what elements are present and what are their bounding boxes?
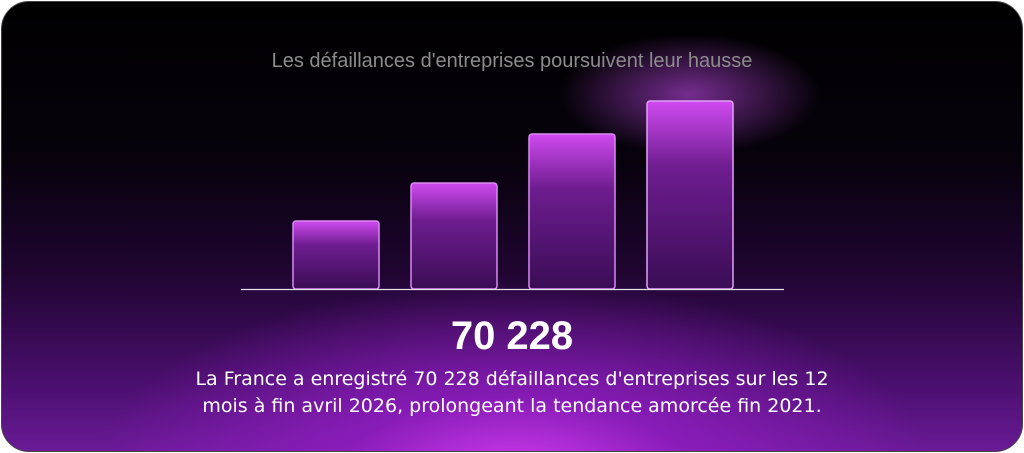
bar: [528, 133, 616, 290]
headline-number: 70 228: [450, 314, 574, 358]
bar: [646, 100, 734, 290]
bar: [410, 182, 498, 290]
description: La France a enregistré 70 228 défaillanc…: [195, 368, 829, 417]
bar: [292, 220, 380, 290]
card-title: Les défaillances d'entreprises poursuive…: [271, 50, 753, 72]
